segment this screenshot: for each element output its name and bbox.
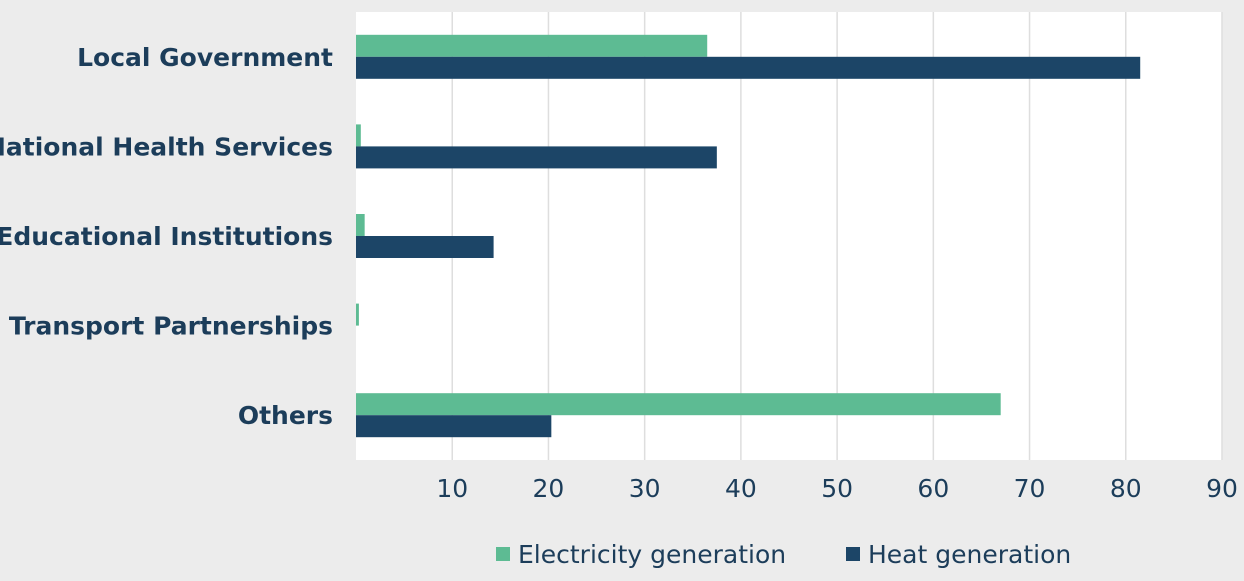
- bar-electricity: [356, 124, 361, 147]
- legend-electricity: Electricity generation: [496, 540, 786, 569]
- legend-label: Heat generation: [868, 540, 1071, 569]
- plot-area: [356, 12, 1222, 460]
- bar-electricity: [356, 214, 365, 236]
- bar-heat: [356, 56, 1141, 79]
- x-tick-label-10: 10: [436, 474, 468, 503]
- x-axis-tick-labels: 10 20 30 40 50 60 70 80 90: [436, 474, 1238, 503]
- bar-electricity: [356, 303, 359, 326]
- legend-heat: Heat generation: [846, 540, 1071, 569]
- category-label: National Health Services: [0, 132, 333, 161]
- gridlines: [451, 12, 1223, 460]
- legend: Electricity generation Heat generation: [496, 540, 1071, 569]
- bar-heat: [356, 415, 552, 438]
- category-label: Transport Partnerships: [9, 312, 333, 341]
- bar-heat: [356, 146, 717, 169]
- x-tick-label-70: 70: [1014, 474, 1046, 503]
- x-tick-label-50: 50: [821, 474, 853, 503]
- x-tick-label-20: 20: [533, 474, 565, 503]
- bar-heat: [356, 236, 494, 258]
- x-tick-label-40: 40: [725, 474, 757, 503]
- x-tick-label-30: 30: [629, 474, 661, 503]
- legend-label: Electricity generation: [518, 540, 786, 569]
- bars: [356, 34, 1141, 438]
- category-label: Educational Institutions: [0, 222, 333, 251]
- x-tick-label-90: 90: [1206, 474, 1238, 503]
- category-label: Others: [238, 401, 333, 430]
- category-label: Local Government: [77, 43, 333, 72]
- x-tick-label-60: 60: [917, 474, 949, 503]
- bar-electricity: [356, 393, 1001, 416]
- legend-swatch: [846, 547, 860, 561]
- x-tick-label-80: 80: [1110, 474, 1142, 503]
- bar-electricity: [356, 34, 708, 57]
- legend-swatch: [496, 547, 510, 561]
- category-labels: Local Government National Health Services…: [0, 43, 333, 430]
